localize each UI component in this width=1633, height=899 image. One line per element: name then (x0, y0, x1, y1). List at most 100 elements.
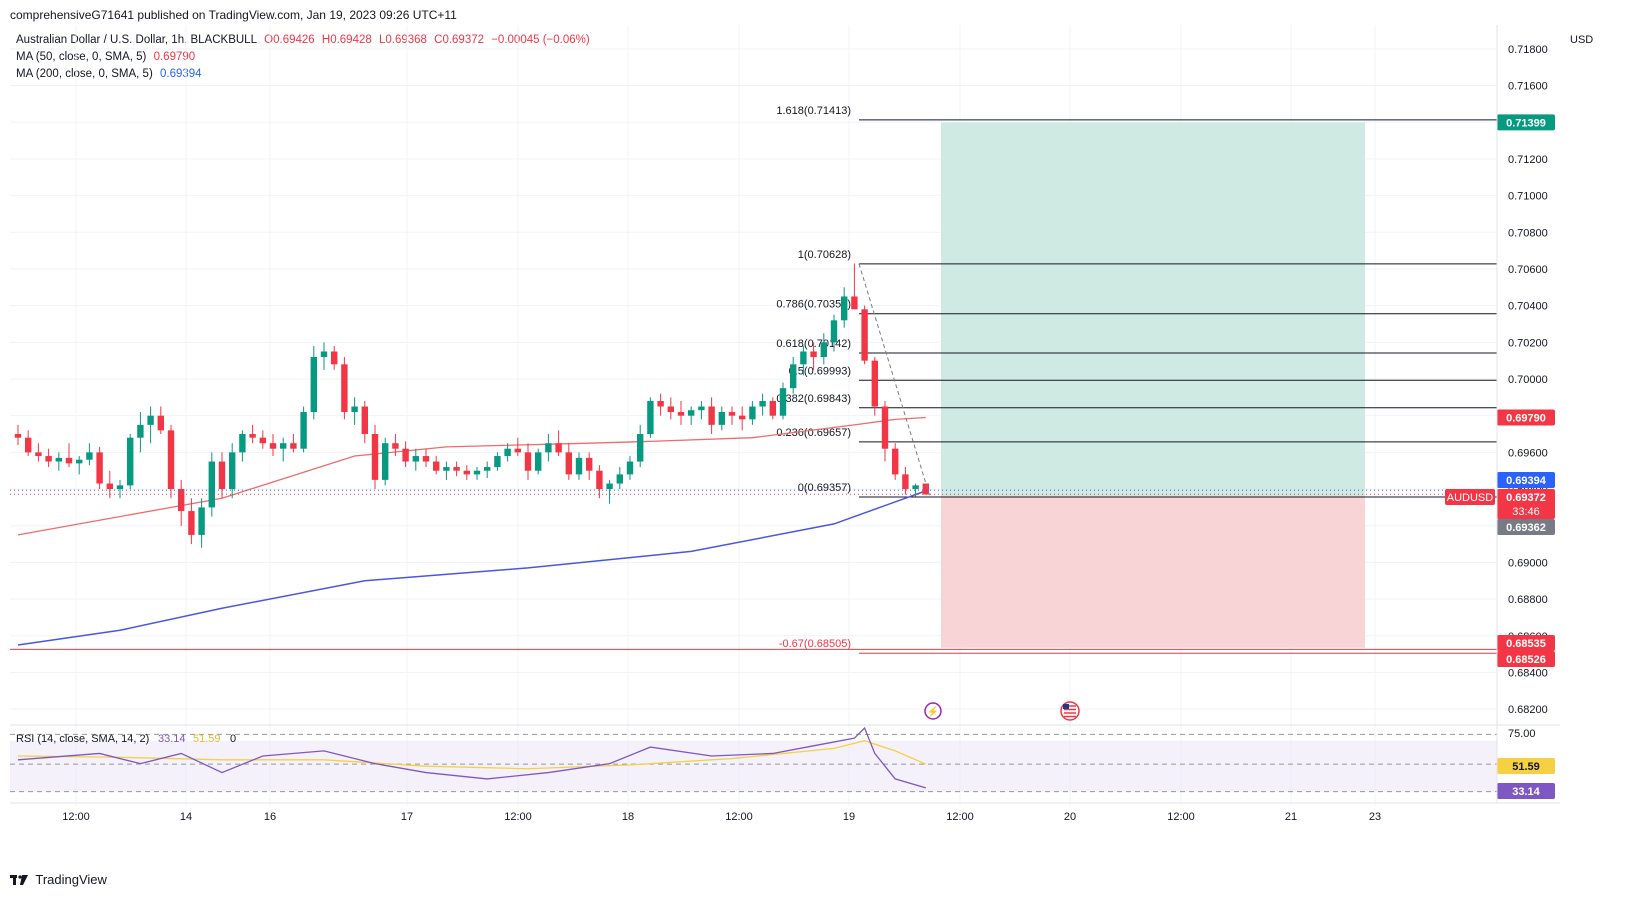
candle-body (361, 406, 368, 435)
candle-body (178, 489, 185, 512)
candle-body (565, 452, 572, 475)
stop-zone (941, 496, 1365, 648)
price-badge (1497, 651, 1555, 667)
time-tick-label: 23 (1369, 811, 1381, 823)
ma200-label: MA (200, close, 0, SMA, 5) (16, 68, 153, 80)
price-tick-label: 0.71600 (1508, 81, 1548, 93)
candle-body (881, 406, 889, 449)
candle-body (229, 452, 236, 490)
candle-body (769, 401, 776, 416)
flag-canton-icon (1063, 704, 1069, 709)
time-tick-label: 21 (1285, 811, 1297, 823)
candle-body (800, 351, 807, 365)
candle-body (167, 430, 175, 490)
candle-body (341, 364, 348, 413)
candle-body (249, 434, 256, 438)
ma50-label: MA (50, close, 0, SMA, 5) (16, 51, 147, 63)
candle-body (310, 356, 317, 413)
candle-body (116, 485, 124, 490)
rsi-badge-label: 33.14 (1512, 786, 1540, 798)
candle-body (453, 467, 460, 471)
candle-body (106, 483, 113, 490)
candle-body (728, 412, 736, 416)
brand-name: TradingView (35, 872, 107, 887)
price-tick-label: 0.69000 (1508, 557, 1548, 569)
candle-body (535, 452, 542, 471)
fib-level-label: 0.5(0.69993) (789, 365, 851, 377)
ma50-legend[interactable]: MA (50, close, 0, SMA, 5) 0.69790 (16, 51, 199, 63)
ohlc-change: −0.00045 (−0.06%) (491, 34, 590, 46)
lightning-event-icon (924, 702, 942, 720)
fib-level-label: 0.786(0.70356) (776, 299, 851, 311)
currency-label: USD (1570, 34, 1594, 46)
annotations: ⚡ (10, 263, 1497, 721)
candle-body (137, 424, 144, 438)
candle-body (871, 360, 878, 407)
rsi-pane: RSI (14, close, SMA, 14, 2) 33.14 51.59 0 75… (10, 724, 1560, 799)
price-badge-label: 0.68535 (1506, 638, 1546, 650)
price-tick-label: 0.68400 (1508, 667, 1548, 679)
time-tick-label: 12:00 (1167, 811, 1195, 823)
candle-body (830, 320, 838, 343)
price-badge (1497, 409, 1555, 426)
ohlc-high: H0.69428 (321, 34, 372, 46)
candle-body (25, 437, 32, 453)
time-axis: 12:00 14 16 17 12:00 18 12:00 19 12:00 20 12:00 21 2… (10, 25, 1560, 823)
candle-body (616, 474, 623, 484)
tradingview-logo-icon (10, 873, 28, 885)
price-badge-label: 0.68526 (1506, 654, 1546, 666)
candle-body (280, 443, 287, 449)
candle-body (841, 296, 848, 321)
ohlc-close: C0.69372 (434, 34, 485, 46)
candle-body (147, 415, 154, 425)
rsi-line (17, 726, 926, 789)
candle-body (892, 448, 899, 475)
price-tick-label: 0.70600 (1508, 264, 1548, 276)
price-tick-label: 0.71800 (1508, 44, 1548, 56)
target-zone (941, 122, 1365, 497)
price-tick-label: 0.68200 (1508, 704, 1548, 716)
price-badge (1497, 114, 1555, 131)
tradingview-brand[interactable]: TradingView (10, 872, 107, 887)
candle-body (677, 412, 685, 416)
candle-body (514, 448, 521, 453)
candle-body (596, 470, 603, 490)
candle-body (300, 412, 307, 449)
time-tick-label: 17 (401, 811, 413, 823)
candle-body (504, 448, 511, 457)
moving-averages (17, 416, 927, 646)
time-tick-label: 12:00 (504, 811, 532, 823)
candle-body (290, 443, 297, 449)
candle-body (555, 443, 562, 453)
rsi-legend-value: 33.14 (158, 733, 186, 745)
price-badge (1497, 472, 1555, 488)
candle-body (494, 456, 501, 468)
candle-body (320, 351, 328, 357)
rsi-legend-ma-value: 51.59 (193, 733, 221, 745)
candle-body (259, 437, 266, 444)
candle-body (922, 483, 929, 495)
countdown-label: 33:46 (1512, 506, 1540, 518)
candle-body (218, 461, 226, 490)
candle-body (65, 457, 73, 464)
time-tick-label: 12:00 (946, 811, 974, 823)
candle-body (851, 296, 858, 310)
candle-body (688, 410, 695, 416)
candle-body (382, 443, 389, 480)
candle-body (208, 461, 215, 508)
candle-body (657, 401, 664, 407)
rsi-ma-badge-label: 51.59 (1512, 761, 1540, 773)
fib-level-label: 1.618(0.71413) (776, 105, 851, 117)
time-tick-label: 16 (264, 811, 276, 823)
position-zones (941, 122, 1365, 648)
candle-body (545, 443, 552, 453)
fib-level-label: 1(0.70628) (798, 249, 851, 261)
candle-body (718, 412, 725, 425)
symbol-tag (1445, 489, 1495, 505)
candle-body (524, 452, 532, 471)
rsi-badge (1497, 783, 1555, 799)
ma200-legend[interactable]: MA (200, close, 0, SMA, 5) 0.69394 (16, 68, 206, 80)
price-badge (1497, 635, 1555, 651)
price-tick-label: 0.70400 (1508, 301, 1548, 313)
